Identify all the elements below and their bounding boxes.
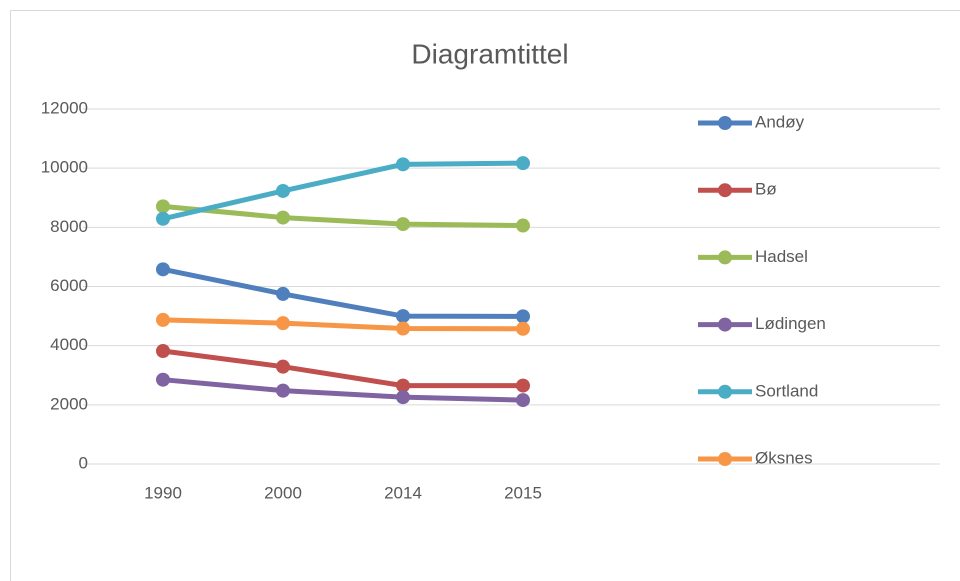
legend-label: Andøy [755, 112, 805, 131]
series-line [160, 160, 526, 222]
legend-label: Bø [755, 180, 777, 199]
data-point [156, 343, 170, 358]
legend-marker [718, 250, 732, 265]
data-point [516, 218, 530, 233]
y-tick-label: 2000 [50, 394, 88, 413]
data-point [516, 378, 530, 393]
legend-marker [718, 317, 732, 332]
chart-border [10, 10, 960, 581]
y-tick-label: 6000 [50, 276, 88, 295]
data-point [276, 359, 290, 374]
series-line [160, 348, 526, 389]
data-point [516, 393, 530, 408]
y-tick-label: 0 [79, 453, 88, 472]
data-point [396, 309, 410, 324]
data-point [156, 312, 170, 327]
data-point [516, 156, 530, 171]
x-tick-label: 2014 [384, 483, 422, 502]
series-line [160, 203, 526, 229]
data-point [396, 217, 410, 232]
x-tick-label: 2000 [264, 483, 302, 502]
series-line [160, 266, 526, 319]
y-tick-label: 12000 [41, 98, 88, 117]
data-point [276, 183, 290, 198]
data-point [156, 199, 170, 214]
data-point [396, 157, 410, 172]
legend-marker [718, 384, 732, 399]
x-tick-label: 1990 [144, 483, 182, 502]
data-point [516, 309, 530, 324]
legend-label: Lødingen [755, 314, 826, 333]
y-tick-label: 10000 [41, 158, 88, 177]
legend-label: Øksnes [755, 448, 813, 467]
data-point [156, 211, 170, 226]
data-point [276, 286, 290, 301]
data-point [156, 262, 170, 277]
series-line [160, 377, 526, 403]
data-point [396, 378, 410, 393]
y-tick-label: 8000 [50, 217, 88, 236]
legend-marker [718, 116, 732, 130]
data-point [396, 321, 410, 336]
data-point [276, 383, 290, 398]
legend-marker [718, 452, 732, 466]
legend-label: Hadsel [755, 247, 808, 266]
legend-marker [718, 183, 732, 198]
data-point [276, 316, 290, 331]
y-tick-label: 4000 [50, 335, 88, 354]
data-point [516, 321, 530, 336]
data-point [276, 210, 290, 225]
series-line [160, 317, 526, 332]
data-point [156, 372, 170, 387]
legend-label: Sortland [755, 381, 818, 400]
data-point [396, 390, 410, 405]
chart-title: Diagramtittel [411, 38, 568, 69]
x-tick-label: 2015 [504, 483, 542, 502]
